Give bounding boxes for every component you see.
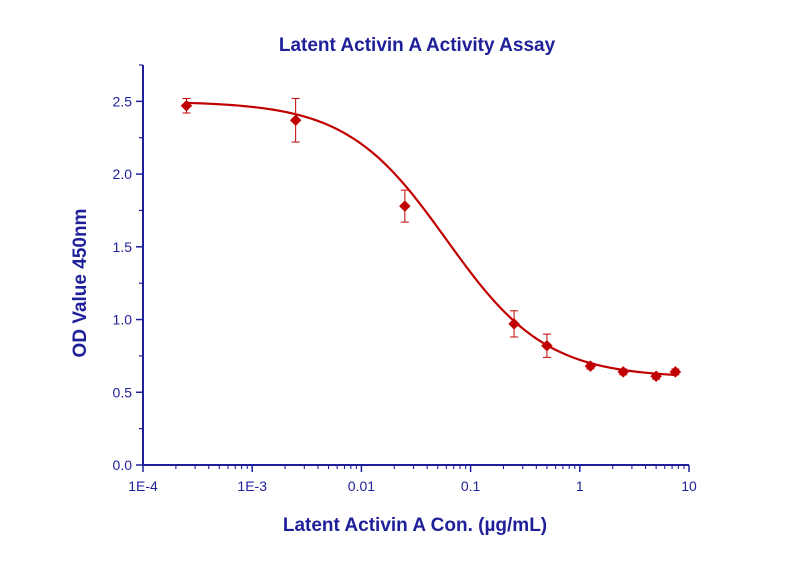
diamond-marker bbox=[584, 360, 597, 372]
data-point bbox=[541, 333, 553, 358]
data-point bbox=[508, 310, 520, 338]
data-point bbox=[399, 189, 411, 223]
data-point bbox=[669, 366, 682, 378]
data-point bbox=[650, 370, 662, 383]
fit-curve-layer bbox=[186, 101, 676, 377]
y-axis-title: OD Value 450nm bbox=[70, 209, 91, 358]
y-tick-label: 2.5 bbox=[113, 93, 133, 109]
diamond-marker bbox=[508, 318, 520, 330]
y-tick-label: 0.0 bbox=[113, 457, 133, 473]
diamond-marker bbox=[289, 114, 302, 127]
data-point bbox=[584, 360, 597, 372]
data-point bbox=[180, 97, 193, 114]
diamond-marker bbox=[650, 370, 662, 383]
x-tick-label: 0.01 bbox=[348, 478, 375, 494]
diamond-marker bbox=[180, 99, 193, 112]
diamond-marker bbox=[669, 366, 682, 378]
axes: 0.0 0.5 1.0 1.5 2.0 2.5 1E-4 1E-3 0.01 0.1 1 10 bbox=[113, 64, 697, 494]
diamond-marker bbox=[399, 200, 411, 212]
diamond-marker bbox=[617, 366, 630, 378]
data-points-layer bbox=[180, 97, 682, 383]
x-tick-label: 0.1 bbox=[461, 478, 481, 494]
y-tick-label: 1.5 bbox=[113, 239, 133, 255]
x-tick-label: 1E-3 bbox=[237, 478, 267, 494]
fit-curve bbox=[186, 101, 676, 377]
y-tick-label: 1.0 bbox=[113, 312, 133, 328]
x-axis-title: Latent Activin A Con. (µg/mL) bbox=[283, 515, 547, 536]
x-tick-label: 1 bbox=[576, 478, 584, 494]
x-tick-label: 10 bbox=[681, 478, 697, 494]
y-tick-label: 2.0 bbox=[113, 166, 133, 182]
data-point bbox=[289, 97, 302, 143]
diamond-marker bbox=[541, 339, 553, 352]
data-point bbox=[617, 366, 630, 378]
chart-title: Latent Activin A Activity Assay bbox=[279, 35, 556, 56]
x-tick-label: 1E-4 bbox=[128, 478, 158, 494]
y-tick-label: 0.5 bbox=[113, 384, 133, 400]
